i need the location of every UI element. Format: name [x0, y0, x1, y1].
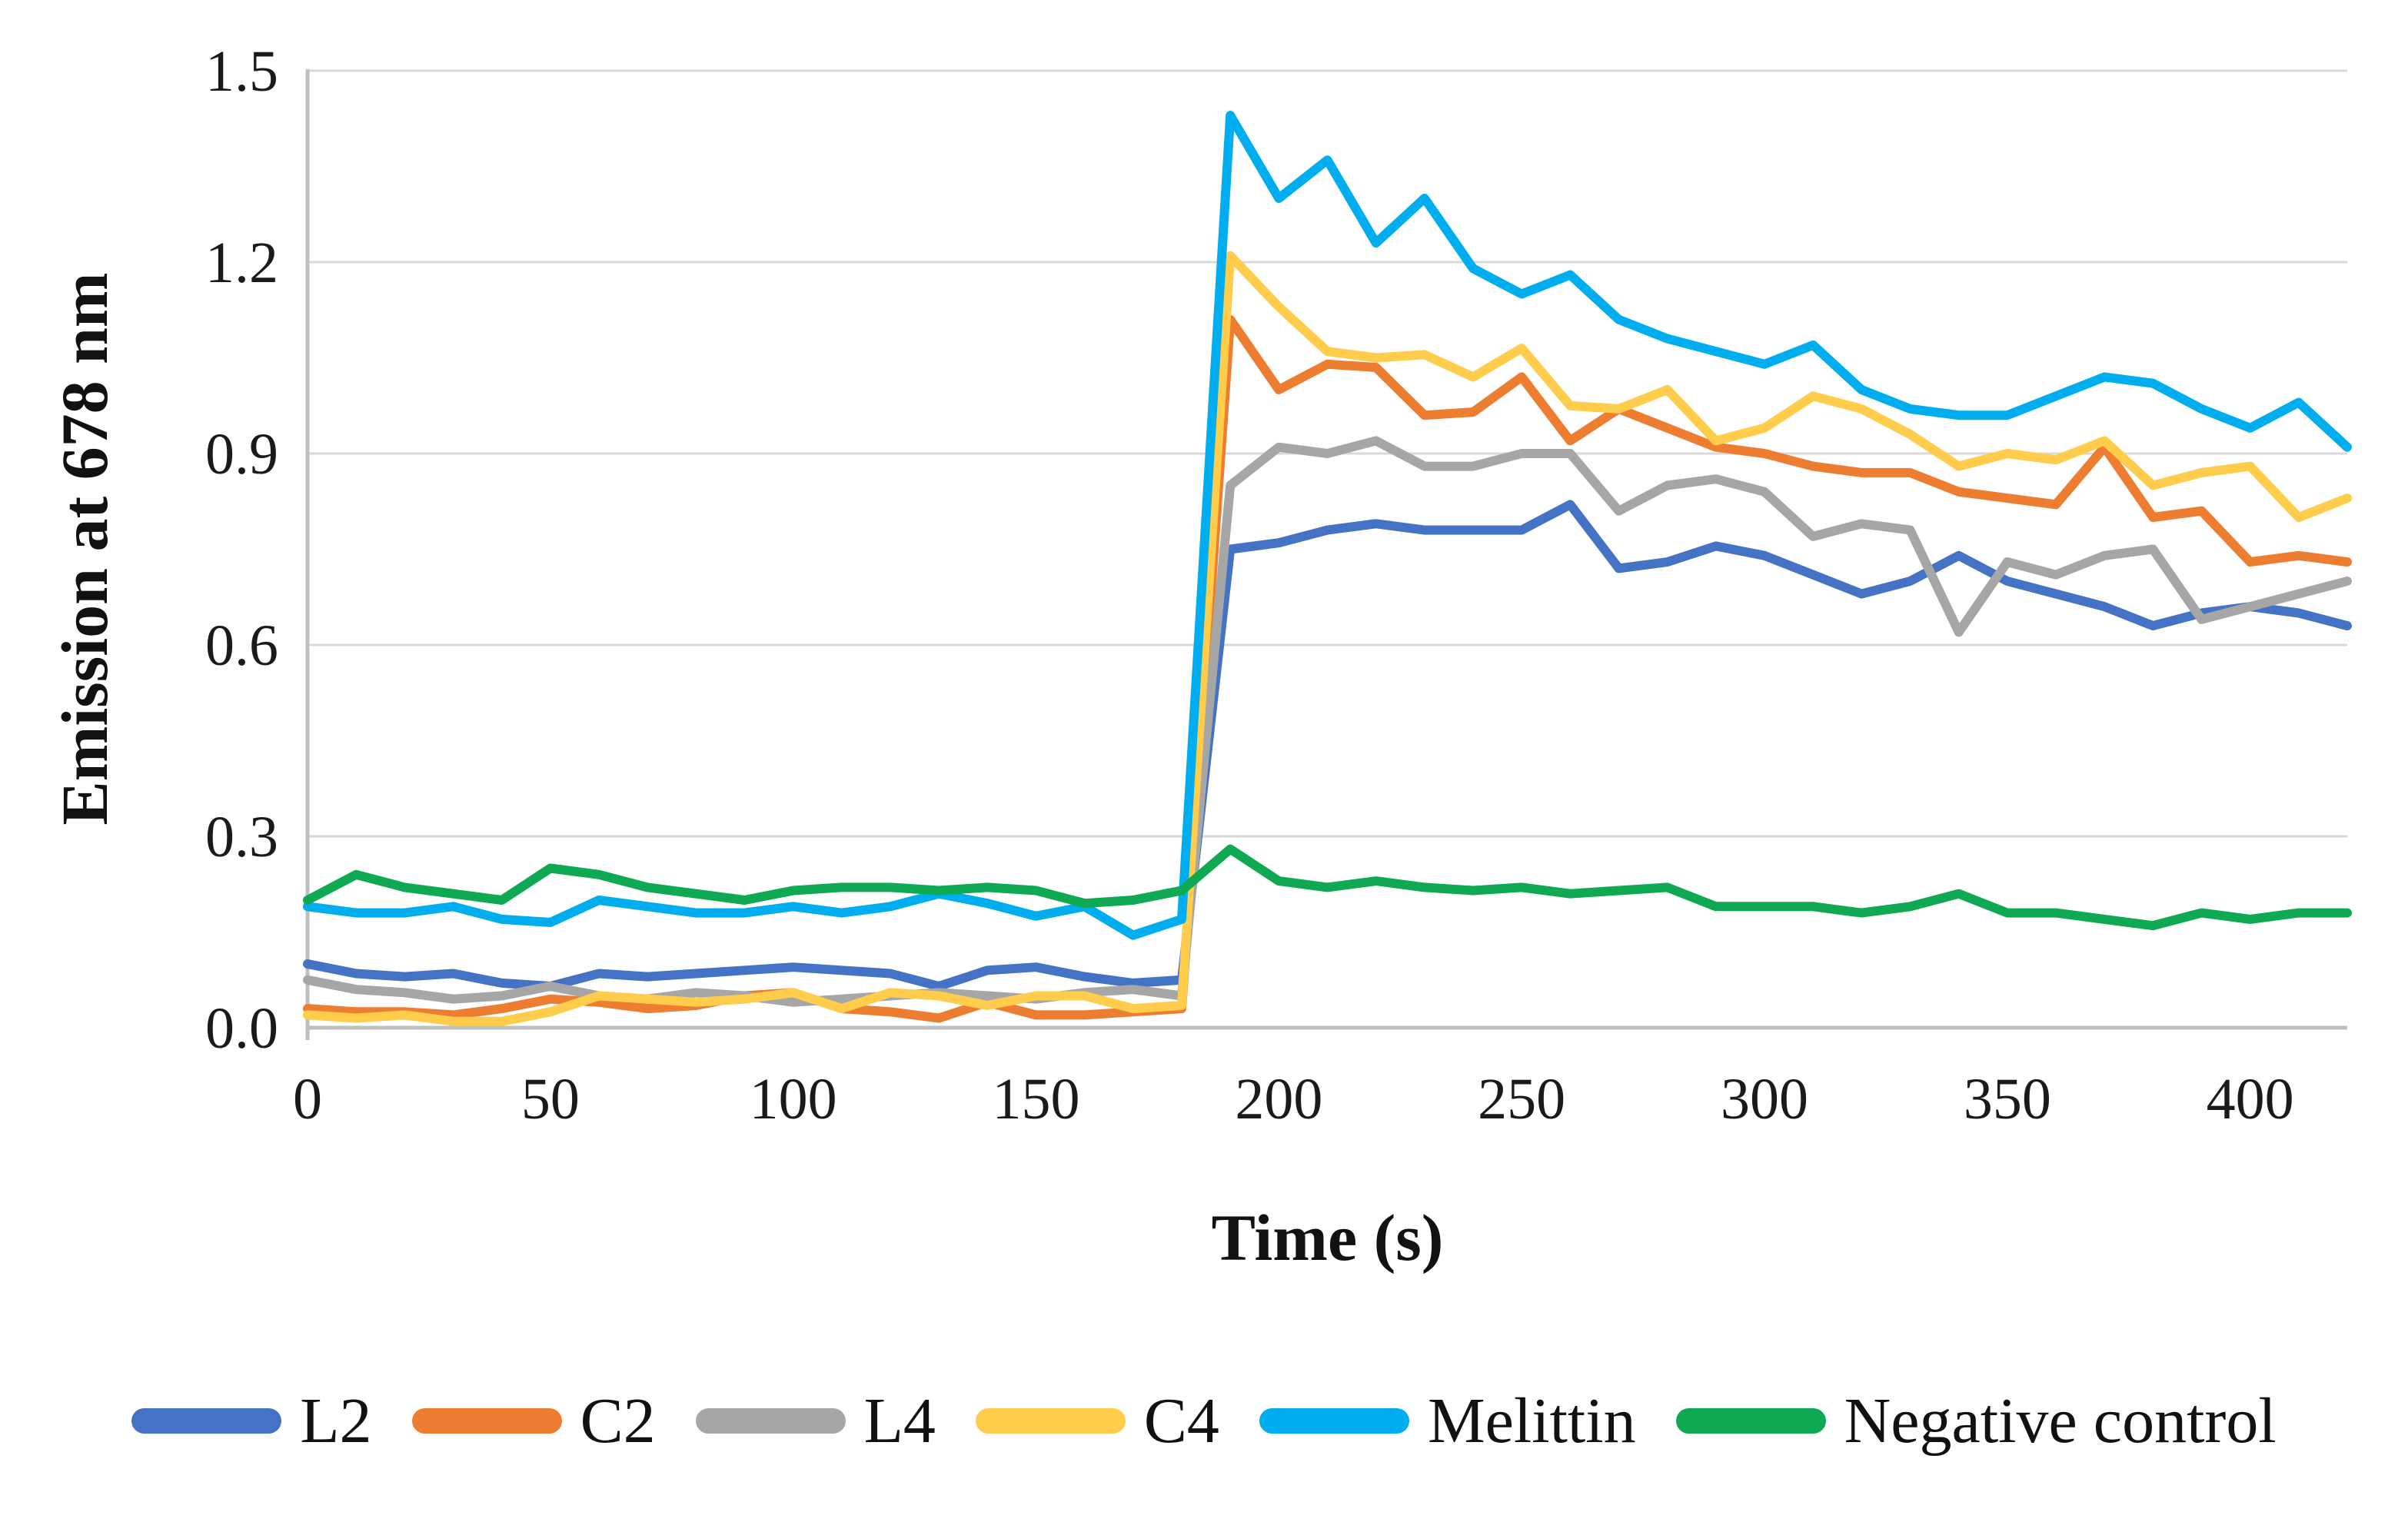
- series-line-negative-control: [303, 844, 2352, 931]
- legend-item-l4: L4: [695, 1384, 936, 1458]
- series-line-c2: [303, 314, 2352, 1023]
- series-line-c4: [303, 251, 2352, 1026]
- y-axis-title: Emission at 678 nm: [48, 272, 121, 826]
- x-tick-label: 400: [2207, 1067, 2294, 1132]
- legend-label: Melittin: [1427, 1385, 1636, 1457]
- x-tick-label: 100: [750, 1067, 837, 1132]
- legend-label: Negative control: [1844, 1385, 2277, 1457]
- legend-label: C4: [1143, 1385, 1219, 1457]
- legend-swatch-icon: [411, 1408, 562, 1434]
- legend-item-l2: L2: [131, 1384, 372, 1458]
- legend-swatch-icon: [975, 1408, 1126, 1434]
- legend-swatch-icon: [1259, 1408, 1409, 1434]
- x-tick-label: 200: [1235, 1067, 1322, 1132]
- series-line-l2: [303, 500, 2352, 991]
- x-tick-label: 50: [521, 1067, 580, 1132]
- legend-swatch-icon: [1675, 1408, 1826, 1434]
- y-tick-label: 1.5: [205, 39, 278, 104]
- legend-item-c4: C4: [975, 1384, 1219, 1458]
- x-tick-label: 300: [1721, 1067, 1808, 1132]
- x-tick-label: 150: [993, 1067, 1080, 1132]
- legend-item-negative-control: Negative control: [1675, 1384, 2277, 1458]
- x-axis-title: Time (s): [1211, 1201, 1444, 1274]
- legend-label: L2: [300, 1385, 372, 1457]
- x-tick-label: 250: [1478, 1067, 1565, 1132]
- x-tick-label: 350: [1964, 1067, 2051, 1132]
- legend-swatch-icon: [695, 1408, 846, 1434]
- y-tick-label: 0.0: [205, 996, 278, 1061]
- legend-label: C2: [580, 1385, 656, 1457]
- legend-item-melittin: Melittin: [1259, 1384, 1636, 1458]
- x-tick-label: 0: [293, 1067, 322, 1132]
- legend: L2 C2 L4 C4 Melittin Negative control: [0, 1384, 2408, 1458]
- series-line-melittin: [303, 111, 2352, 940]
- y-tick-label: 0.6: [205, 613, 278, 678]
- y-tick-label: 0.9: [205, 422, 278, 487]
- y-tick-label: 1.2: [205, 231, 278, 295]
- legend-label: L4: [863, 1385, 936, 1457]
- series-line-l4: [303, 436, 2352, 1007]
- legend-swatch-icon: [131, 1408, 282, 1434]
- legend-item-c2: C2: [411, 1384, 656, 1458]
- y-tick-label: 0.3: [205, 805, 278, 869]
